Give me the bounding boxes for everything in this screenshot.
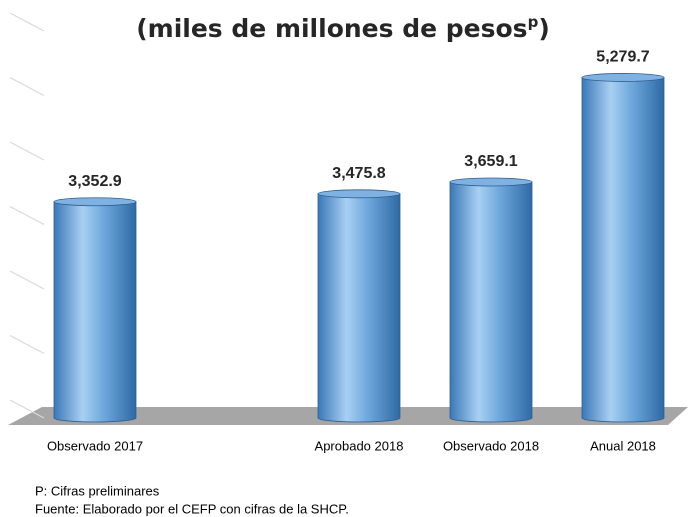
x-tick-label: Aprobado 2018 xyxy=(315,438,404,453)
title-end: ) xyxy=(538,14,549,43)
source-note: Fuente: Elaborado por el CEFP con cifras… xyxy=(35,501,349,516)
bar-top xyxy=(317,189,401,199)
bar xyxy=(317,193,401,423)
bar-top xyxy=(53,197,137,207)
grid-line xyxy=(9,205,45,226)
title-superscript: p xyxy=(528,13,539,31)
bar xyxy=(449,181,533,423)
grid-line xyxy=(9,334,45,355)
grid-line xyxy=(9,141,45,161)
value-label: 3,659.1 xyxy=(464,153,517,170)
value-label: 3,352.9 xyxy=(68,173,121,190)
bar-top xyxy=(581,73,665,82)
footnote: P: Cifras preliminares xyxy=(35,483,160,498)
value-label: 3,475.8 xyxy=(332,165,385,182)
title-main: (miles de millones de pesos xyxy=(136,14,527,43)
grid-line xyxy=(9,76,45,97)
bar xyxy=(53,201,137,423)
chart-title: (miles de millones de pesosp) xyxy=(136,13,550,44)
grid-line xyxy=(9,399,45,419)
value-label: 5,279.7 xyxy=(596,49,649,66)
x-tick-label: Anual 2018 xyxy=(590,438,656,453)
bar xyxy=(581,77,665,423)
bar-top xyxy=(449,177,533,187)
x-tick-label: Observado 2018 xyxy=(443,438,539,453)
grid-line xyxy=(9,270,45,290)
x-tick-label: Observado 2017 xyxy=(47,438,143,453)
grid-line xyxy=(9,12,45,32)
